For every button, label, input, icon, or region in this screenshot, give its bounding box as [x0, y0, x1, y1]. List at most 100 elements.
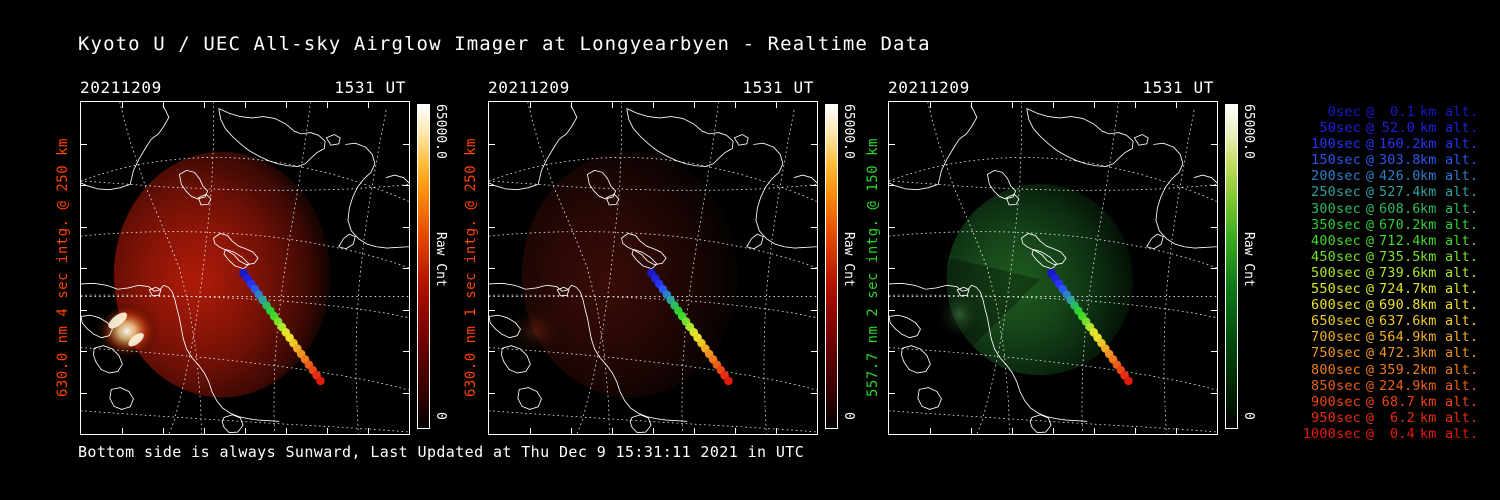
legend-seconds: 500 — [1311, 264, 1336, 281]
colorbar-min-label-1: 0 — [841, 412, 856, 420]
legend-seconds: 300 — [1311, 200, 1336, 217]
legend-altitude: 303.8 — [1378, 152, 1421, 169]
legend-altitude: 712.4 — [1378, 232, 1421, 249]
panel-y-label-0: 630.0 nm 4 sec intg. @ 250 km — [55, 138, 71, 398]
legend-row: 0 sec @0.1 km alt. — [1262, 104, 1478, 120]
legend-altitude: 52.0 — [1381, 120, 1415, 137]
legend-sec-unit: sec — [1336, 216, 1361, 233]
colorbar-unit-label-1: Raw Cnt — [841, 232, 856, 287]
legend-alt-unit: km alt. — [1419, 281, 1479, 298]
legend-seconds: 50 — [1319, 120, 1336, 137]
panel-630nm-1sec: 20211209 1531 UT — [488, 78, 818, 435]
legend-sec-unit: sec — [1336, 361, 1361, 378]
legend-at-symbol: @ — [1365, 409, 1375, 426]
legend-row: 350 sec @670.2km alt. — [1262, 216, 1478, 233]
legend-alt-unit: km alt. — [1419, 361, 1479, 378]
legend-seconds: 450 — [1311, 248, 1336, 265]
legend-altitude: 670.2 — [1378, 216, 1421, 233]
legend-altitude: 735.5 — [1378, 248, 1421, 265]
colorbar-max-label-0: 65000.0 — [433, 104, 448, 159]
legend-altitude: 359.2 — [1378, 361, 1421, 378]
legend-row: 50 sec @52.0 km alt. — [1262, 120, 1478, 137]
legend-row: 900 sec @68.7 km alt. — [1262, 393, 1478, 410]
legend-seconds: 100 — [1311, 136, 1336, 153]
legend-row: 600 sec @690.8km alt. — [1262, 297, 1478, 314]
footer-caption: Bottom side is always Sunward, Last Upda… — [78, 443, 805, 461]
legend-alt-unit: km alt. — [1419, 409, 1479, 426]
legend-sec-unit: sec — [1336, 168, 1361, 185]
legend-seconds: 650 — [1311, 313, 1336, 330]
legend-alt-unit: km alt. — [1419, 152, 1479, 169]
legend-sec-unit: sec — [1336, 248, 1361, 265]
colorbar-1 — [825, 104, 838, 429]
panel-y-label-2: 557.7 nm 2 sec intg. @ 150 km — [865, 138, 881, 398]
legend-seconds: 750 — [1311, 345, 1336, 362]
legend-alt-unit: km alt. — [1419, 216, 1479, 233]
legend-row: 550 sec @724.7km alt. — [1262, 281, 1478, 298]
legend-at-symbol: @ — [1365, 136, 1375, 153]
panel-date-1: 20211209 — [488, 78, 570, 97]
all-sky-image — [81, 102, 409, 434]
legend-alt-unit: km alt. — [1419, 136, 1479, 153]
legend-sec-unit: sec — [1336, 345, 1361, 362]
legend-sec-unit: sec — [1336, 104, 1361, 120]
panel-time-1: 1531 UT — [742, 78, 814, 97]
panel-frame-0 — [80, 101, 410, 435]
legend-row: 150 sec @303.8km alt. — [1262, 152, 1478, 169]
legend-row: 800 sec @359.2km alt. — [1262, 361, 1478, 378]
colorbar-unit-label-0: Raw Cnt — [433, 232, 448, 287]
trajectory-marker — [1124, 376, 1133, 386]
legend-seconds: 800 — [1311, 361, 1336, 378]
legend-at-symbol: @ — [1365, 329, 1375, 346]
legend-row: 200 sec @426.0km alt. — [1262, 168, 1478, 185]
legend-sec-unit: sec — [1336, 184, 1361, 201]
legend-seconds: 200 — [1311, 168, 1336, 185]
rocket-trajectory — [239, 268, 325, 386]
legend-row: 850 sec @224.9km alt. — [1262, 377, 1478, 394]
rocket-trajectory — [1047, 268, 1133, 386]
all-sky-image — [489, 102, 817, 434]
legend-alt-unit: km alt. — [1419, 393, 1479, 410]
panel-y-label-1: 630.0 nm 1 sec intg. @ 250 km — [463, 138, 479, 398]
trajectory-legend: 0 sec @0.1 km alt. 50 sec @52.0 km alt. 100 se… — [1262, 104, 1478, 442]
sky-image-2 — [889, 102, 1217, 434]
legend-sec-unit: sec — [1336, 264, 1361, 281]
panel-header-2: 20211209 1531 UT — [888, 78, 1218, 98]
panel-frame-2 — [888, 101, 1218, 435]
legend-altitude: 739.6 — [1378, 264, 1421, 281]
legend-row: 250 sec @527.4km alt. — [1262, 184, 1478, 201]
legend-at-symbol: @ — [1365, 232, 1375, 249]
legend-seconds: 600 — [1311, 297, 1336, 314]
legend-at-symbol: @ — [1365, 120, 1375, 137]
legend-altitude: 608.6 — [1378, 200, 1421, 217]
legend-alt-unit: km alt. — [1419, 264, 1479, 281]
legend-at-symbol: @ — [1365, 393, 1375, 410]
trajectory-marker — [316, 376, 325, 386]
legend-row: 100 sec @160.2km alt. — [1262, 136, 1478, 153]
legend-altitude: 527.4 — [1378, 184, 1421, 201]
legend-seconds: 850 — [1311, 377, 1336, 394]
legend-seconds: 550 — [1311, 281, 1336, 298]
legend-at-symbol: @ — [1365, 184, 1375, 201]
rocket-trajectory — [647, 268, 733, 386]
legend-alt-unit: km alt. — [1419, 329, 1479, 346]
legend-altitude: 160.2 — [1378, 136, 1421, 153]
legend-alt-unit: km alt. — [1419, 377, 1479, 394]
sky-image-1 — [489, 102, 817, 434]
panel-630nm-4sec: 20211209 1531 UT — [80, 78, 410, 435]
legend-row: 1000 sec @0.4 km alt. — [1262, 426, 1478, 442]
legend-at-symbol: @ — [1365, 168, 1375, 185]
legend-row: 950 sec @6.2 km alt. — [1262, 409, 1478, 426]
legend-alt-unit: km alt. — [1419, 297, 1479, 314]
legend-at-symbol: @ — [1365, 216, 1375, 233]
legend-sec-unit: sec — [1336, 329, 1361, 346]
colorbar-2 — [1225, 104, 1238, 429]
legend-altitude: 564.9 — [1378, 329, 1421, 346]
colorbar-max-label-1: 65000.0 — [841, 104, 856, 159]
legend-alt-unit: km alt. — [1419, 345, 1479, 362]
legend-seconds: 700 — [1311, 329, 1336, 346]
panel-date-0: 20211209 — [80, 78, 162, 97]
panel-header-0: 20211209 1531 UT — [80, 78, 410, 98]
legend-altitude: 690.8 — [1378, 297, 1421, 314]
legend-alt-unit: km alt. — [1419, 104, 1479, 120]
